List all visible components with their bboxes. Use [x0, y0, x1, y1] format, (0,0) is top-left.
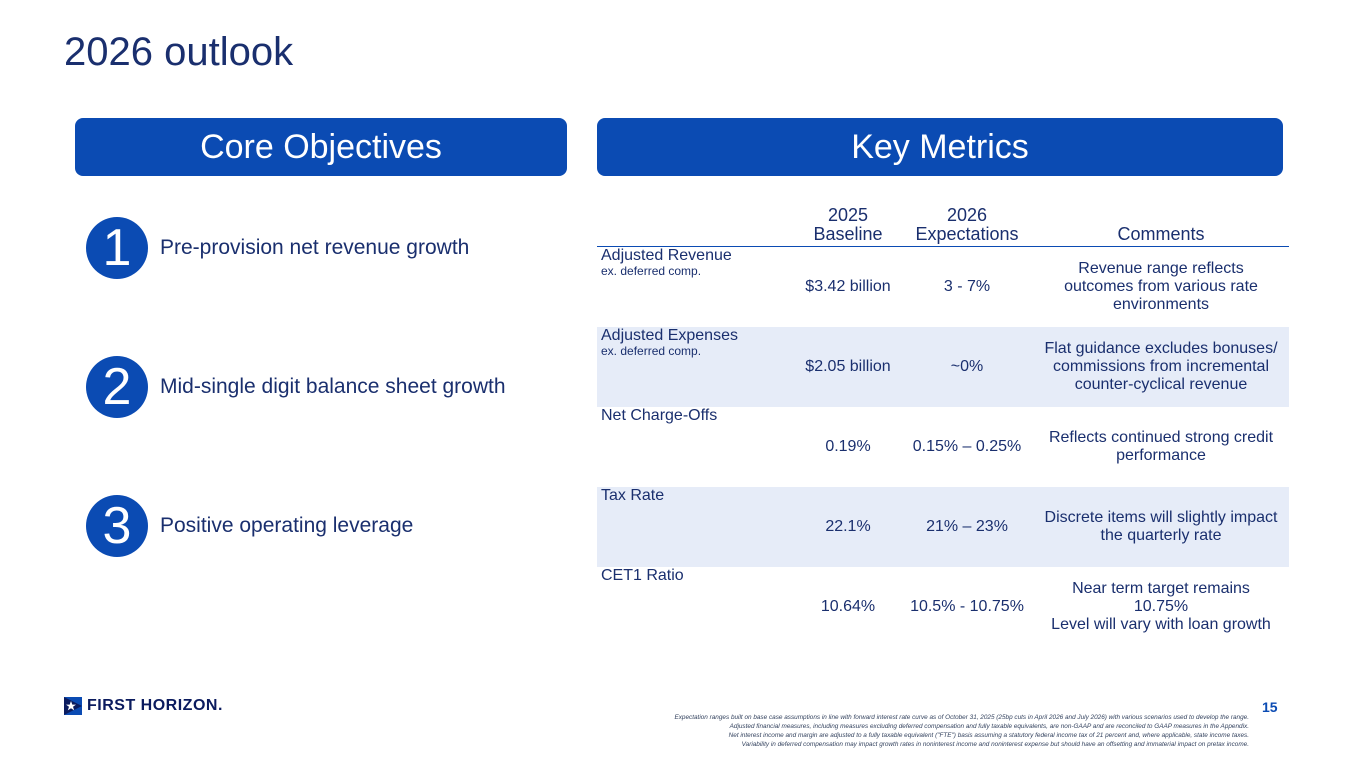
first-horizon-logo: FIRST HORIZON.	[64, 697, 223, 715]
comment-line: Near term target remains	[1072, 580, 1250, 597]
table-row: CET1 Ratio 10.64% 10.5% - 10.75% Near te…	[597, 567, 1289, 647]
metric-sub: ex. deferred comp.	[601, 344, 702, 358]
comment-line: counter-cyclical revenue	[1074, 376, 1248, 393]
expectation-cell: 0.15% – 0.25%	[912, 438, 1022, 455]
table-row: Adjusted Revenue ex. deferred comp. $3.4…	[597, 247, 1289, 327]
expectation-cell: 10.5% - 10.75%	[910, 598, 1024, 615]
baseline-cell: 22.1%	[825, 518, 871, 535]
header-baseline-line1: 2025	[827, 205, 869, 225]
objective-label: Pre-provision net revenue growth	[160, 236, 470, 259]
objective-item: 1 Pre-provision net revenue growth	[86, 217, 469, 279]
metric-cell: CET1 Ratio	[601, 567, 791, 647]
metric-cell: Adjusted Revenue ex. deferred comp.	[601, 247, 791, 327]
key-metrics-table: 2025 Baseline 2026 Expectations Comments…	[597, 200, 1289, 647]
footnote: Expectation ranges built on base case as…	[674, 714, 1249, 721]
metric-name: Net Charge-Offs	[601, 407, 718, 424]
metric-name: Adjusted Revenue	[601, 247, 732, 264]
expectation-cell: ~0%	[950, 358, 984, 375]
key-metrics-banner: Key Metrics	[597, 118, 1283, 176]
star-flag-icon	[64, 697, 82, 715]
comment-line: Revenue range reflects	[1078, 260, 1244, 277]
comment-line: Flat guidance excludes bonuses/	[1044, 340, 1278, 357]
comment-line: 10.75%	[1133, 598, 1189, 615]
header-expectations: 2026 Expectations	[905, 206, 1029, 244]
table-row: Tax Rate 22.1% 21% – 23% Discrete items …	[597, 487, 1289, 567]
table-row: Adjusted Expenses ex. deferred comp. $2.…	[597, 327, 1289, 407]
core-objectives-banner: Core Objectives	[75, 118, 567, 176]
footnote: Net interest income and margin are adjus…	[728, 732, 1249, 739]
table-row: Net Charge-Offs 0.19% 0.15% – 0.25% Refl…	[597, 407, 1289, 487]
page-number: 15	[1262, 699, 1278, 715]
metric-cell: Net Charge-Offs	[601, 407, 791, 487]
comment-line: performance	[1116, 447, 1206, 464]
header-exp-line1: 2026	[946, 205, 988, 225]
comment-cell: Revenue range reflects outcomes from var…	[1031, 247, 1291, 327]
header-exp-line2: Expectations	[915, 224, 1019, 244]
comment-line: the quarterly rate	[1100, 527, 1222, 544]
metric-sub: ex. deferred comp.	[601, 264, 702, 278]
baseline-cell: $3.42 billion	[805, 278, 891, 295]
comment-cell: Reflects continued strong credit perform…	[1031, 407, 1291, 487]
metric-name: Adjusted Expenses	[601, 327, 738, 344]
header-comments: Comments	[1117, 224, 1205, 244]
metric-cell: Adjusted Expenses ex. deferred comp.	[601, 327, 791, 407]
header-baseline: 2025 Baseline	[793, 206, 903, 244]
header-baseline-line2: Baseline	[813, 224, 883, 244]
baseline-cell: 10.64%	[820, 598, 876, 615]
objective-item: 2 Mid-single digit balance sheet growth	[86, 356, 506, 418]
objective-item: 3 Positive operating leverage	[86, 495, 413, 557]
baseline-cell: 0.19%	[825, 438, 871, 455]
comment-line: Level will vary with loan growth	[1051, 616, 1271, 633]
comment-line: Reflects continued strong credit	[1048, 429, 1274, 446]
page-title: 2026 outlook	[64, 30, 294, 74]
footnote: Variability in deferred compensation may…	[741, 741, 1249, 748]
expectation-cell: 21% – 23%	[926, 518, 1008, 535]
metric-name: CET1 Ratio	[601, 567, 684, 584]
objective-number: 1	[86, 217, 148, 279]
objective-number: 2	[86, 356, 148, 418]
comment-cell: Discrete items will slightly impact the …	[1031, 487, 1291, 567]
objective-label: Mid-single digit balance sheet growth	[160, 375, 506, 398]
footnotes: Expectation ranges built on base case as…	[489, 713, 1249, 749]
comment-line: Discrete items will slightly impact	[1044, 509, 1278, 526]
objective-number: 3	[86, 495, 148, 557]
expectation-cell: 3 - 7%	[943, 278, 991, 295]
comment-cell: Near term target remains 10.75% Level wi…	[1031, 567, 1291, 647]
comment-line: commissions from incremental	[1052, 358, 1270, 375]
comment-line: outcomes from various rate	[1064, 278, 1258, 295]
metric-cell: Tax Rate	[601, 487, 791, 567]
comment-cell: Flat guidance excludes bonuses/ commissi…	[1031, 327, 1291, 407]
metric-name: Tax Rate	[601, 487, 665, 504]
comment-line: environments	[1112, 296, 1210, 313]
table-header: 2025 Baseline 2026 Expectations Comments	[597, 200, 1289, 247]
footnote: Adjusted financial measures, including m…	[729, 723, 1249, 730]
logo-text: FIRST HORIZON.	[87, 697, 223, 714]
baseline-cell: $2.05 billion	[805, 358, 891, 375]
objective-label: Positive operating leverage	[160, 514, 414, 537]
